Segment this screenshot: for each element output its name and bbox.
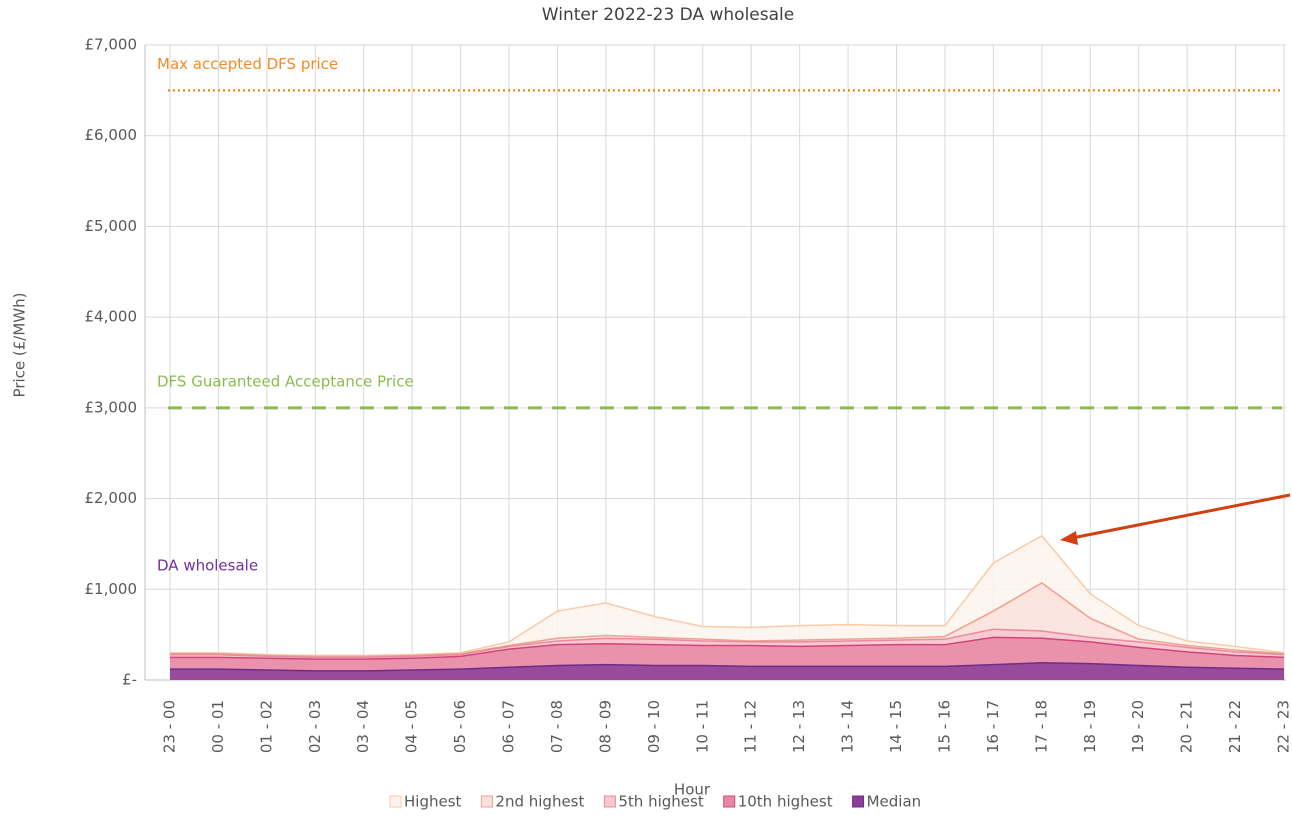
- x-tick-label: 13 - 14: [839, 700, 857, 753]
- reference-lines: Max accepted DFS price DFS Guaranteed Acc…: [157, 55, 1282, 410]
- legend-swatch: [480, 795, 493, 808]
- x-axis-label: Hour: [674, 781, 711, 799]
- legend: Highest 2nd highest 5th highest 10th highes…: [389, 793, 922, 811]
- x-tick-label: 20 - 21: [1178, 700, 1196, 753]
- x-tick-label: 14 - 15: [887, 700, 905, 753]
- annotation-arrow: [1071, 493, 1291, 540]
- x-tick-label: 09 - 10: [645, 700, 663, 753]
- x-tick-label: 17 - 18: [1032, 700, 1050, 753]
- y-tick-label: £2,000: [85, 489, 138, 507]
- annotation: DA wholesale: [157, 557, 258, 575]
- legend-label: 10th highest: [738, 793, 833, 811]
- area-line: [170, 636, 1285, 660]
- grid: £- £1,000 £2,000 £3,000 £4,000 £5,000 £6,000 £7…: [85, 36, 1292, 754]
- area-line: [170, 534, 1285, 657]
- x-tick-label: 03 - 04: [354, 700, 372, 753]
- x-tick-label: 01 - 02: [257, 700, 275, 753]
- legend-swatch: [603, 795, 616, 808]
- area-line: [170, 662, 1285, 672]
- x-tick-label: 02 - 03: [306, 700, 324, 753]
- y-tick-label: £4,000: [85, 308, 138, 326]
- x-tick-label: 19 - 20: [1129, 700, 1147, 753]
- x-tick-label: 21 - 22: [1226, 700, 1244, 753]
- legend-label: 5th highest: [618, 793, 703, 811]
- x-tick-label: 07 - 08: [548, 700, 566, 753]
- reference-label: Max accepted DFS price: [157, 55, 338, 73]
- x-tick-label: 10 - 11: [693, 700, 711, 753]
- y-tick-label: £-: [122, 671, 137, 689]
- legend-swatch: [723, 795, 736, 808]
- area-fill: [170, 662, 1284, 680]
- y-tick-label: £6,000: [85, 126, 138, 144]
- x-tick-label: 18 - 19: [1081, 700, 1099, 753]
- legend-swatch: [389, 795, 402, 808]
- legend-label: Highest: [404, 793, 462, 811]
- arrow-head: [1060, 531, 1078, 545]
- legend-label: 2nd highest: [495, 793, 584, 811]
- y-tick-label: £7,000: [85, 36, 138, 54]
- areas: [170, 534, 1285, 680]
- area-line: [170, 628, 1285, 659]
- x-tick-label: 04 - 05: [403, 700, 421, 753]
- x-tick-label: 05 - 06: [451, 700, 469, 753]
- y-tick-label: £3,000: [85, 398, 138, 416]
- x-tick-label: 11 - 12: [742, 700, 760, 753]
- x-tick-label: 15 - 16: [935, 700, 953, 753]
- y-tick-label: £1,000: [85, 580, 138, 598]
- x-tick-label: 08 - 09: [596, 700, 614, 753]
- x-tick-label: 12 - 13: [790, 700, 808, 753]
- y-tick-label: £5,000: [85, 217, 138, 235]
- area-line: [170, 582, 1285, 658]
- x-tick-label: 22 - 23: [1275, 700, 1292, 753]
- legend-swatch: [852, 795, 865, 808]
- y-axis-label: Price (£/MWh): [11, 293, 29, 398]
- legend-label: Median: [867, 793, 922, 811]
- chart-title: Winter 2022-23 DA wholesale: [542, 5, 794, 25]
- reference-label: DFS Guaranteed Acceptance Price: [157, 372, 414, 390]
- x-tick-label: 16 - 17: [984, 700, 1002, 753]
- x-tick-label: 00 - 01: [209, 700, 227, 753]
- x-tick-label: 23 - 00: [161, 700, 179, 753]
- x-tick-label: 06 - 07: [500, 700, 518, 753]
